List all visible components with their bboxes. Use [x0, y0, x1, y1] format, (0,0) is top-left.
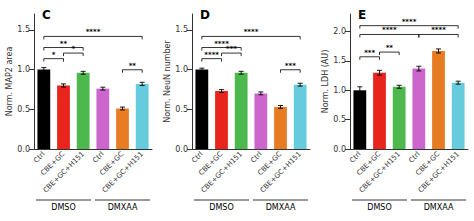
svg-text:0.5: 0.5 [175, 105, 188, 114]
svg-text:Ctrl: Ctrl [348, 150, 362, 164]
svg-text:CBE+GC+H151: CBE+GC+H151 [42, 150, 86, 194]
svg-text:DMXAA: DMXAA [424, 203, 454, 212]
svg-text:DMXAA: DMXAA [108, 203, 138, 212]
svg-text:****: **** [204, 51, 219, 59]
svg-text:**: ** [60, 40, 68, 48]
svg-text:****: **** [382, 26, 397, 34]
svg-text:0.0: 0.0 [17, 145, 30, 154]
svg-text:DMSO: DMSO [367, 203, 391, 212]
svg-text:1.0: 1.0 [175, 65, 188, 74]
svg-text:Ctrl: Ctrl [190, 150, 204, 164]
svg-text:Ctrl: Ctrl [32, 150, 46, 164]
svg-text:Ctrl: Ctrl [249, 150, 263, 164]
svg-text:D: D [200, 8, 210, 22]
svg-text:CBE+GC+H151: CBE+GC+H151 [417, 150, 461, 194]
svg-text:Norm. LDH (AU): Norm. LDH (AU) [321, 50, 330, 114]
svg-text:****: **** [431, 26, 446, 34]
svg-text:****: **** [86, 28, 101, 36]
svg-text:**: ** [386, 44, 394, 52]
svg-text:****: **** [402, 18, 417, 26]
svg-text:Norm. NeuN number: Norm. NeuN number [163, 39, 172, 122]
svg-text:*: * [52, 51, 56, 59]
svg-text:0.0: 0.0 [175, 145, 188, 154]
svg-text:***: *** [285, 62, 296, 70]
svg-text:***: *** [364, 49, 375, 57]
svg-text:CBE+GC+H151: CBE+GC+H151 [200, 150, 244, 194]
svg-text:E: E [358, 8, 366, 22]
svg-text:0.0: 0.0 [333, 145, 346, 154]
svg-text:**: ** [129, 62, 137, 70]
svg-text:CBE+GC+H151: CBE+GC+H151 [358, 150, 402, 194]
svg-text:0.5: 0.5 [17, 105, 30, 114]
svg-text:1.0: 1.0 [17, 65, 30, 74]
svg-text:CBE+GC+H151: CBE+GC+H151 [259, 150, 303, 194]
svg-text:0.5: 0.5 [333, 115, 346, 124]
svg-text:DMSO: DMSO [209, 203, 233, 212]
svg-text:CBE+GC+H151: CBE+GC+H151 [101, 150, 145, 194]
svg-text:Norm. MAP2 area: Norm. MAP2 area [5, 47, 14, 117]
svg-text:Ctrl: Ctrl [91, 150, 105, 164]
svg-text:C: C [42, 8, 51, 22]
svg-text:1.0: 1.0 [333, 86, 346, 95]
svg-text:1.5: 1.5 [17, 25, 30, 34]
svg-text:1.5: 1.5 [175, 25, 188, 34]
svg-text:2.0: 2.0 [333, 27, 346, 36]
svg-text:Ctrl: Ctrl [407, 150, 421, 164]
svg-text:DMSO: DMSO [51, 203, 75, 212]
svg-text:DMXAA: DMXAA [266, 203, 296, 212]
svg-text:****: **** [214, 40, 229, 48]
svg-text:****: **** [244, 28, 259, 36]
svg-text:*: * [71, 45, 75, 53]
svg-text:1.5: 1.5 [333, 56, 346, 65]
